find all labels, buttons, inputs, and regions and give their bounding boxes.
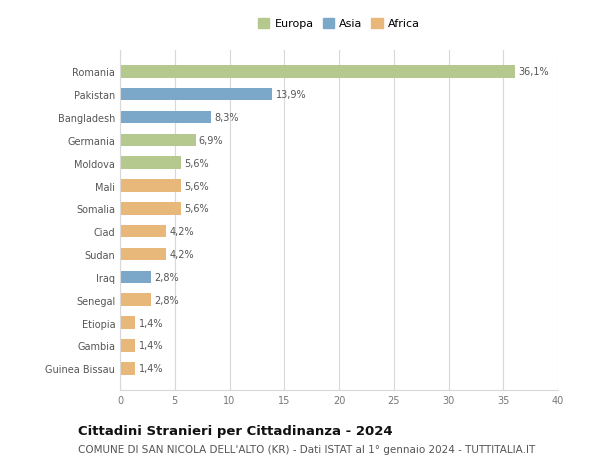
Bar [120,66,515,78]
Bar [120,294,151,306]
Text: 1,4%: 1,4% [139,364,163,374]
Bar [120,225,166,238]
Text: 13,9%: 13,9% [275,90,306,100]
Bar [120,362,136,375]
Bar [120,89,272,101]
Text: Cittadini Stranieri per Cittadinanza - 2024: Cittadini Stranieri per Cittadinanza - 2… [78,425,392,437]
Text: 5,6%: 5,6% [185,158,209,168]
Text: COMUNE DI SAN NICOLA DELL'ALTO (KR) - Dati ISTAT al 1° gennaio 2024 - TUTTITALIA: COMUNE DI SAN NICOLA DELL'ALTO (KR) - Da… [78,444,535,454]
Bar [120,271,151,284]
Bar [120,180,181,192]
Text: 2,8%: 2,8% [154,272,179,282]
Text: 1,4%: 1,4% [139,341,163,351]
Bar [120,203,181,215]
Text: 2,8%: 2,8% [154,295,179,305]
Bar [120,317,136,329]
Bar [120,112,211,124]
Text: 4,2%: 4,2% [169,227,194,237]
Text: 8,3%: 8,3% [214,113,239,123]
Text: 5,6%: 5,6% [185,181,209,191]
Text: 1,4%: 1,4% [139,318,163,328]
Bar [120,339,136,352]
Text: 36,1%: 36,1% [518,67,549,77]
Bar [120,157,181,170]
Legend: Europa, Asia, Africa: Europa, Asia, Africa [254,15,424,33]
Bar [120,134,196,147]
Text: 6,9%: 6,9% [199,135,223,146]
Text: 5,6%: 5,6% [185,204,209,214]
Bar [120,248,166,261]
Text: 4,2%: 4,2% [169,250,194,259]
